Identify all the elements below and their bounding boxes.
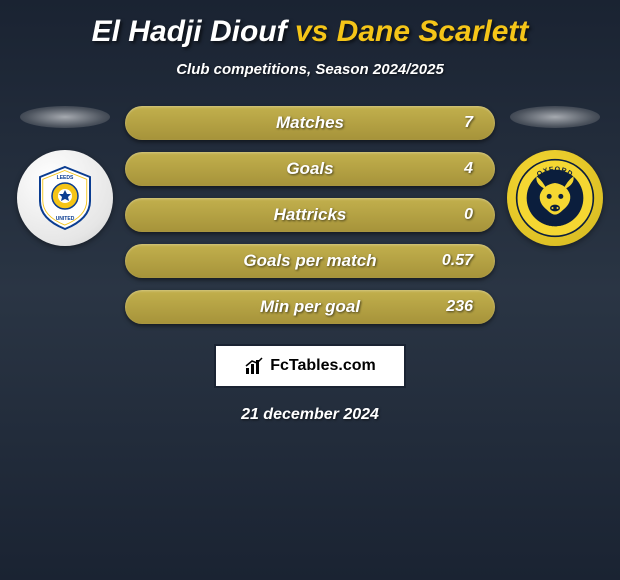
stat-row-matches: Matches 7 xyxy=(125,106,495,140)
stat-label: Min per goal xyxy=(260,297,360,317)
brand-text: FcTables.com xyxy=(270,357,376,375)
stat-value: 0.57 xyxy=(442,252,473,270)
date-text: 21 december 2024 xyxy=(241,406,379,424)
stat-label: Goals xyxy=(286,159,333,179)
stats-bars: Matches 7 Goals 4 Hattricks 0 Goals per … xyxy=(125,106,495,324)
comparison-row: LEEDS UNITED Matches 7 Goals 4 Hattricks… xyxy=(10,106,610,324)
svg-text:UNITED: UNITED xyxy=(56,216,75,222)
stat-row-goals-per-match: Goals per match 0.57 xyxy=(125,244,495,278)
brand-box: FcTables.com xyxy=(214,344,406,388)
player2-shadow xyxy=(510,106,600,128)
stat-row-min-per-goal: Min per goal 236 xyxy=(125,290,495,324)
player1-shadow xyxy=(20,106,110,128)
stat-row-hattricks: Hattricks 0 xyxy=(125,198,495,232)
stat-label: Goals per match xyxy=(243,251,376,271)
vs-text: vs xyxy=(295,15,328,48)
stat-label: Hattricks xyxy=(274,205,347,225)
stat-value: 7 xyxy=(464,114,473,132)
club-logo-right: OXFORD UNITED xyxy=(507,150,603,246)
player1-name: El Hadji Diouf xyxy=(92,15,287,48)
stat-value: 236 xyxy=(446,298,473,316)
subtitle: Club competitions, Season 2024/2025 xyxy=(176,61,444,78)
stat-row-goals: Goals 4 xyxy=(125,152,495,186)
club-logo-left: LEEDS UNITED xyxy=(17,150,113,246)
stat-value: 0 xyxy=(464,206,473,224)
right-column: OXFORD UNITED xyxy=(505,106,605,246)
stat-label: Matches xyxy=(276,113,344,133)
player2-name: Dane Scarlett xyxy=(337,15,529,48)
chart-icon xyxy=(244,356,264,376)
svg-text:LEEDS: LEEDS xyxy=(57,175,74,181)
page-title: El Hadji Diouf vs Dane Scarlett xyxy=(92,15,529,49)
oxford-crest-icon: OXFORD UNITED xyxy=(515,158,595,238)
leeds-crest-icon: LEEDS UNITED xyxy=(30,163,100,233)
left-column: LEEDS UNITED xyxy=(15,106,115,246)
stat-value: 4 xyxy=(464,160,473,178)
